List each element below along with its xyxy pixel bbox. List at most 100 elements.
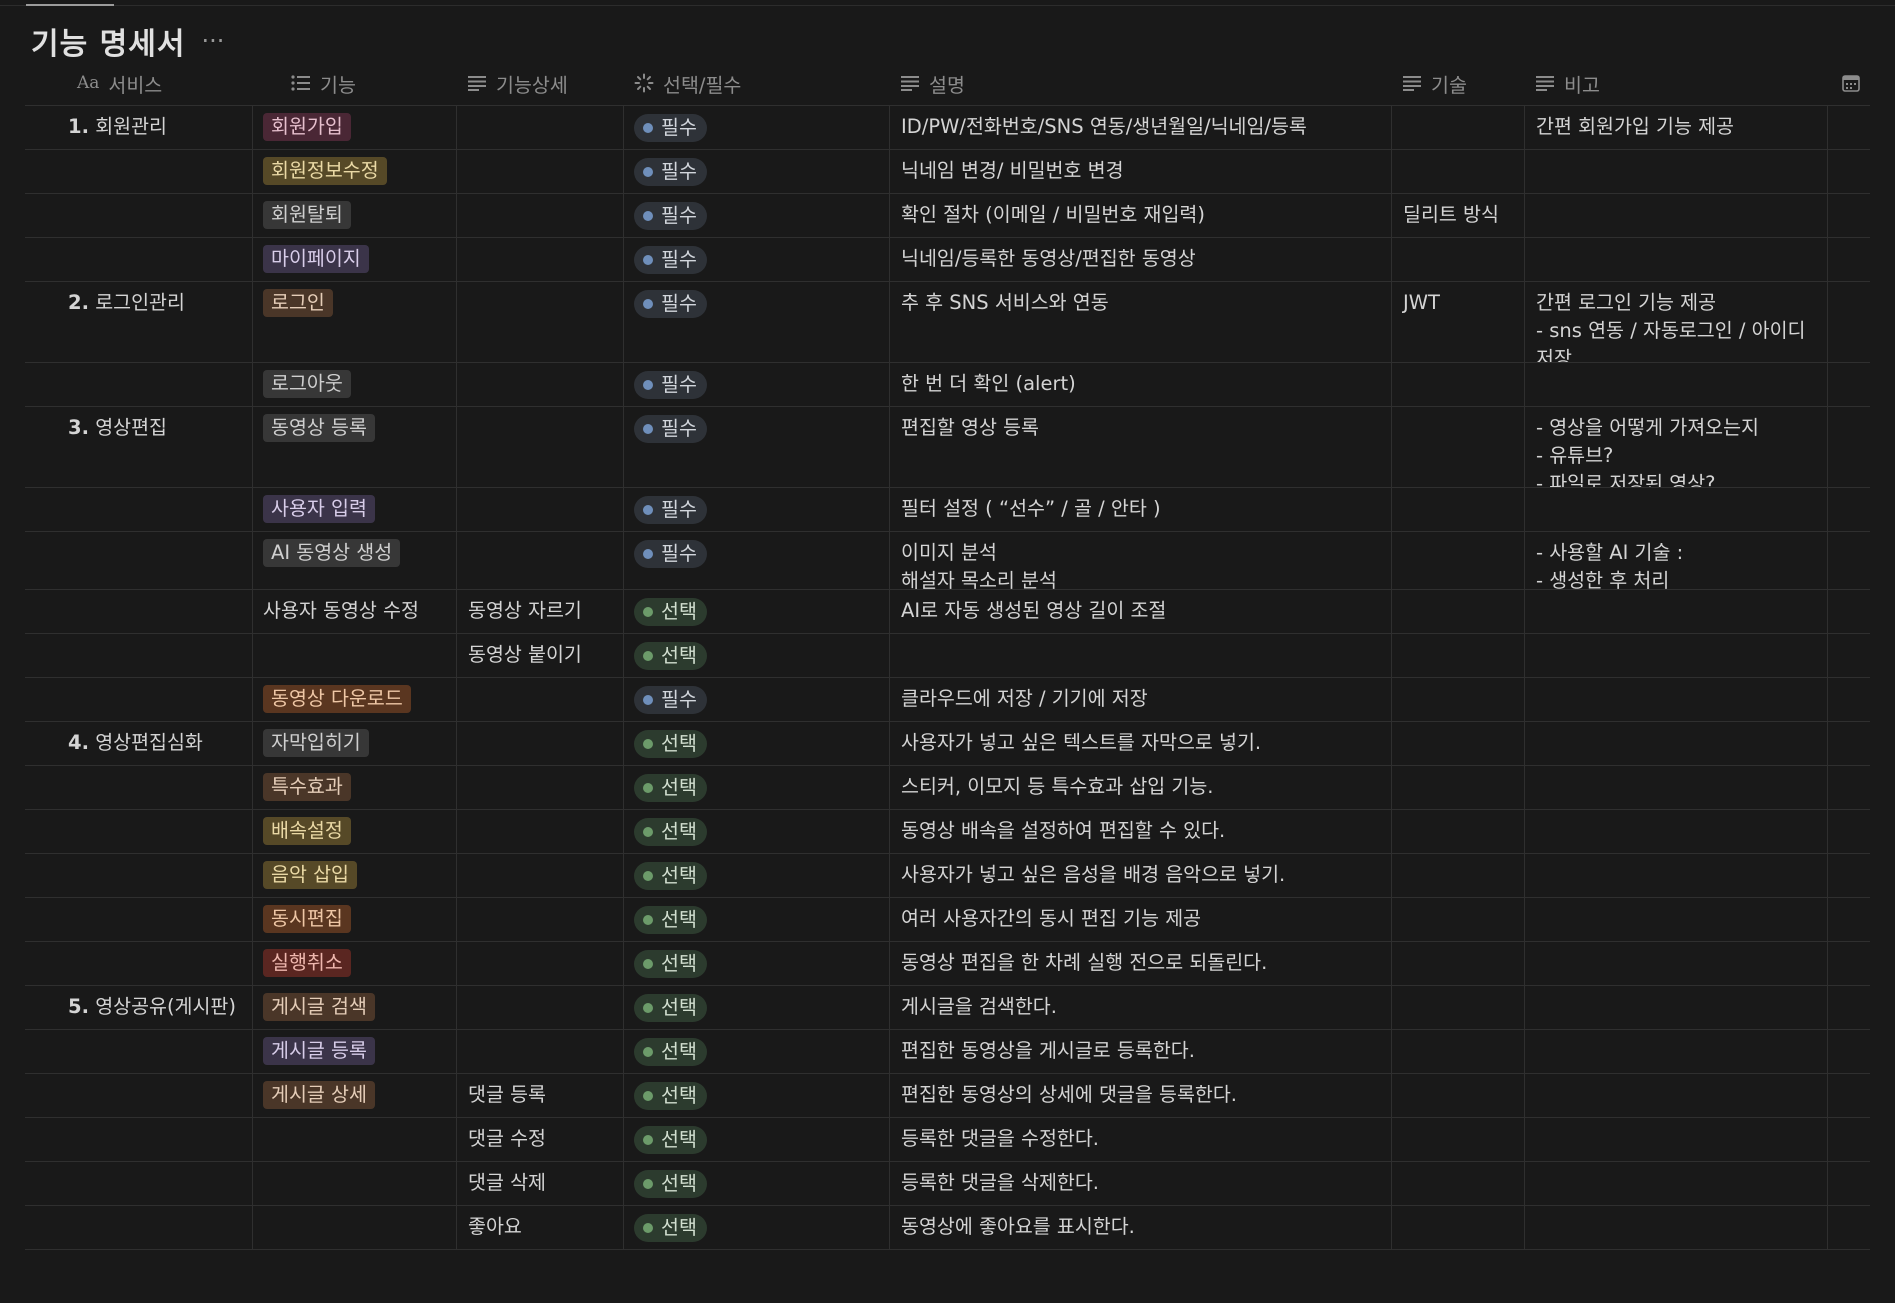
- cell-note[interactable]: [1525, 590, 1828, 633]
- cell-tech[interactable]: [1392, 854, 1525, 897]
- cell-tech[interactable]: [1392, 532, 1525, 589]
- cell-service[interactable]: [25, 1206, 253, 1249]
- cell-status[interactable]: 필수: [624, 238, 890, 281]
- cell-feature[interactable]: 동시편집: [253, 898, 457, 941]
- cell-status[interactable]: 선택: [624, 986, 890, 1029]
- cell-status[interactable]: 필수: [624, 106, 890, 149]
- cell-feature[interactable]: 음악 삽입: [253, 854, 457, 897]
- cell-feature-detail[interactable]: [457, 766, 624, 809]
- cell-tech[interactable]: [1392, 678, 1525, 721]
- cell-service[interactable]: [25, 1118, 253, 1161]
- table-row[interactable]: 마이페이지 필수 닉네임/등록한 동영상/편집한 동영상: [25, 238, 1870, 282]
- table-row[interactable]: 3. 영상편집 동영상 등록 필수 편집할 영상 등록 - 영상을 어떻게 가져오는지 …: [25, 407, 1870, 488]
- cell-feature[interactable]: [253, 1162, 457, 1205]
- status-badge[interactable]: 필수: [634, 496, 707, 524]
- status-badge[interactable]: 필수: [634, 202, 707, 230]
- cell-feature[interactable]: 사용자 동영상 수정: [253, 590, 457, 633]
- table-row[interactable]: 로그아웃 필수 한 번 더 확인 (alert): [25, 363, 1870, 407]
- cell-feature-detail[interactable]: [457, 532, 624, 589]
- status-badge[interactable]: 선택: [634, 1038, 707, 1066]
- status-badge[interactable]: 선택: [634, 598, 707, 626]
- cell-feature-detail[interactable]: 동영상 자르기: [457, 590, 624, 633]
- cell-feature[interactable]: 자막입히기: [253, 722, 457, 765]
- cell-tech[interactable]: [1392, 722, 1525, 765]
- add-column-button[interactable]: [1828, 61, 1870, 105]
- status-badge[interactable]: 선택: [634, 862, 707, 890]
- cell-description[interactable]: 닉네임/등록한 동영상/편집한 동영상: [890, 238, 1392, 281]
- cell-description[interactable]: 한 번 더 확인 (alert): [890, 363, 1392, 406]
- table-row[interactable]: 5. 영상공유(게시판) 게시글 검색 선택 게시글을 검색한다.: [25, 986, 1870, 1030]
- cell-tech[interactable]: [1392, 590, 1525, 633]
- status-badge[interactable]: 선택: [634, 1126, 707, 1154]
- cell-feature-detail[interactable]: [457, 678, 624, 721]
- cell-description[interactable]: [890, 634, 1392, 677]
- cell-description[interactable]: 사용자가 넣고 싶은 텍스트를 자막으로 넣기.: [890, 722, 1392, 765]
- column-header-service[interactable]: Aa 서비스: [25, 61, 253, 105]
- table-row[interactable]: 사용자 동영상 수정 동영상 자르기 선택 AI로 자동 생성된 영상 길이 조절: [25, 590, 1870, 634]
- cell-note[interactable]: [1525, 898, 1828, 941]
- table-row[interactable]: 4. 영상편집심화 자막입히기 선택 사용자가 넣고 싶은 텍스트를 자막으로 넣기.: [25, 722, 1870, 766]
- cell-note[interactable]: [1525, 766, 1828, 809]
- table-row[interactable]: 회원탈퇴 필수 확인 절차 (이메일 / 비밀번호 재입력) 딜리트 방식: [25, 194, 1870, 238]
- cell-note[interactable]: [1525, 854, 1828, 897]
- table-row[interactable]: 동영상 다운로드 필수 클라우드에 저장 / 기기에 저장: [25, 678, 1870, 722]
- cell-feature[interactable]: 로그인: [253, 282, 457, 362]
- cell-feature[interactable]: 마이페이지: [253, 238, 457, 281]
- cell-status[interactable]: 선택: [624, 1030, 890, 1073]
- column-header-feature[interactable]: 기능: [253, 61, 457, 105]
- cell-feature-detail[interactable]: [457, 106, 624, 149]
- cell-note[interactable]: [1525, 150, 1828, 193]
- cell-status[interactable]: 선택: [624, 766, 890, 809]
- cell-service[interactable]: [25, 634, 253, 677]
- cell-feature-detail[interactable]: 댓글 삭제: [457, 1162, 624, 1205]
- cell-description[interactable]: ID/PW/전화번호/SNS 연동/생년월일/닉네임/등록: [890, 106, 1392, 149]
- cell-status[interactable]: 선택: [624, 942, 890, 985]
- cell-description[interactable]: 편집할 영상 등록: [890, 407, 1392, 487]
- table-row[interactable]: 실행취소 선택 동영상 편집을 한 차례 실행 전으로 되돌린다.: [25, 942, 1870, 986]
- cell-service[interactable]: [25, 532, 253, 589]
- cell-tech[interactable]: [1392, 1118, 1525, 1161]
- status-badge[interactable]: 필수: [634, 114, 707, 142]
- cell-service[interactable]: 1. 회원관리: [25, 106, 253, 149]
- cell-note[interactable]: - 영상을 어떻게 가져오는지 - 유튜브? - 파일로 저장된 영상?: [1525, 407, 1828, 487]
- cell-feature-detail[interactable]: [457, 898, 624, 941]
- cell-service[interactable]: [25, 898, 253, 941]
- cell-feature-detail[interactable]: [457, 407, 624, 487]
- cell-description[interactable]: 확인 절차 (이메일 / 비밀번호 재입력): [890, 194, 1392, 237]
- cell-service[interactable]: [25, 194, 253, 237]
- status-badge[interactable]: 선택: [634, 730, 707, 758]
- cell-tech[interactable]: 딜리트 방식: [1392, 194, 1525, 237]
- status-badge[interactable]: 필수: [634, 415, 707, 443]
- cell-feature[interactable]: AI 동영상 생성: [253, 532, 457, 589]
- cell-description[interactable]: 추 후 SNS 서비스와 연동: [890, 282, 1392, 362]
- cell-description[interactable]: 동영상에 좋아요를 표시한다.: [890, 1206, 1392, 1249]
- status-badge[interactable]: 필수: [634, 371, 707, 399]
- cell-description[interactable]: 스티커, 이모지 등 특수효과 삽입 기능.: [890, 766, 1392, 809]
- cell-tech[interactable]: [1392, 1074, 1525, 1117]
- cell-status[interactable]: 필수: [624, 488, 890, 531]
- status-badge[interactable]: 필수: [634, 290, 707, 318]
- cell-tech[interactable]: [1392, 1030, 1525, 1073]
- cell-service[interactable]: [25, 766, 253, 809]
- cell-feature[interactable]: 특수효과: [253, 766, 457, 809]
- cell-note[interactable]: 간편 로그인 기능 제공 - sns 연동 / 자동로그인 / 아이디 저장: [1525, 282, 1828, 362]
- cell-description[interactable]: AI로 자동 생성된 영상 길이 조절: [890, 590, 1392, 633]
- cell-feature[interactable]: 게시글 검색: [253, 986, 457, 1029]
- cell-tech[interactable]: [1392, 363, 1525, 406]
- cell-tech[interactable]: JWT: [1392, 282, 1525, 362]
- cell-service[interactable]: [25, 678, 253, 721]
- cell-description[interactable]: 동영상 편집을 한 차례 실행 전으로 되돌린다.: [890, 942, 1392, 985]
- cell-service[interactable]: [25, 150, 253, 193]
- cell-service[interactable]: [25, 590, 253, 633]
- table-row[interactable]: 댓글 수정 선택 등록한 댓글을 수정한다.: [25, 1118, 1870, 1162]
- cell-status[interactable]: 선택: [624, 1118, 890, 1161]
- cell-status[interactable]: 선택: [624, 898, 890, 941]
- cell-description[interactable]: 등록한 댓글을 삭제한다.: [890, 1162, 1392, 1205]
- cell-note[interactable]: [1525, 722, 1828, 765]
- cell-feature-detail[interactable]: [457, 282, 624, 362]
- table-row[interactable]: 배속설정 선택 동영상 배속을 설정하여 편집할 수 있다.: [25, 810, 1870, 854]
- cell-feature-detail[interactable]: [457, 942, 624, 985]
- cell-tech[interactable]: [1392, 150, 1525, 193]
- cell-description[interactable]: 사용자가 넣고 싶은 음성을 배경 음악으로 넣기.: [890, 854, 1392, 897]
- cell-feature-detail[interactable]: 댓글 등록: [457, 1074, 624, 1117]
